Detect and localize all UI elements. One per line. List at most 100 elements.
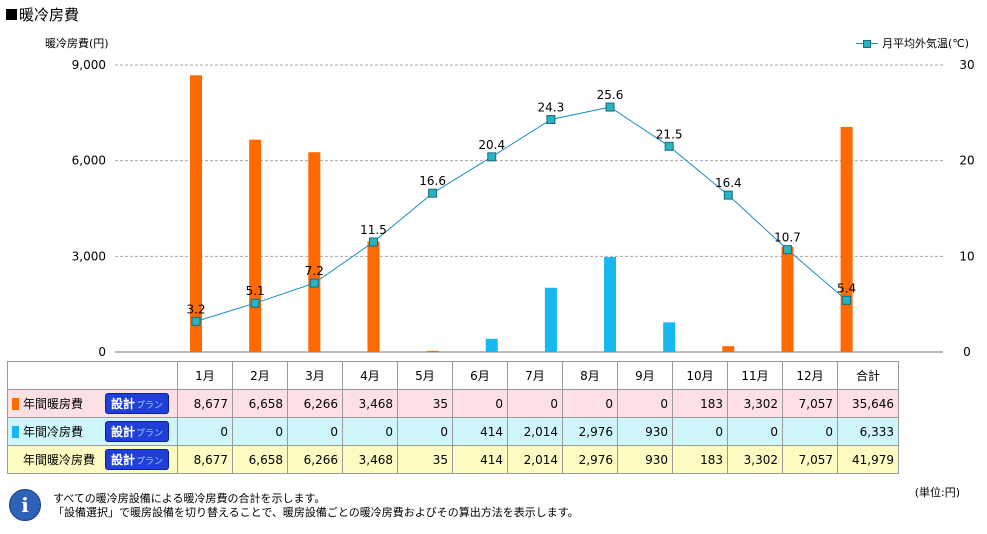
line-point bbox=[191, 316, 201, 326]
bar bbox=[663, 322, 676, 352]
table-cell: 3,302 bbox=[727, 389, 783, 418]
bar bbox=[604, 257, 617, 352]
cooling-color-marker-icon bbox=[12, 426, 19, 438]
y-axis-left-label: 暖冷房費(円) bbox=[45, 37, 109, 50]
table-cell: 2,014 bbox=[507, 445, 563, 474]
line-point bbox=[368, 237, 378, 247]
table-cell: 0 bbox=[562, 389, 618, 418]
table-cell: 414 bbox=[452, 445, 508, 474]
table-cell: 35 bbox=[397, 445, 453, 474]
table-cell: 6,658 bbox=[232, 445, 288, 474]
data-label: 21.5 bbox=[656, 127, 683, 141]
table-cell: 2,976 bbox=[562, 445, 618, 474]
table-cell: 0 bbox=[727, 417, 783, 446]
bar bbox=[367, 241, 380, 352]
table-header-cell: 7月 bbox=[507, 361, 563, 390]
series-line bbox=[195, 106, 847, 322]
table-cell-total: 35,646 bbox=[837, 389, 899, 418]
table-header-cell: 1月 bbox=[177, 361, 233, 390]
table-cell: 8,677 bbox=[177, 445, 233, 474]
table-cell: 0 bbox=[287, 417, 343, 446]
line-point bbox=[723, 190, 733, 200]
unit-note: (単位:円) bbox=[914, 486, 960, 499]
table-header-cell: 10月 bbox=[672, 361, 728, 390]
page-title: 暖冷房費 bbox=[6, 4, 79, 25]
table-cell: 6,266 bbox=[287, 389, 343, 418]
note-line-1: すべての暖冷房設備による暖冷房費の合計を示します。 bbox=[53, 492, 326, 505]
info-icon: i bbox=[9, 489, 41, 521]
table-cell: 3,468 bbox=[342, 445, 398, 474]
table-cell: 0 bbox=[782, 417, 838, 446]
table-cell: 0 bbox=[452, 389, 508, 418]
table-header-row: 1月 2月 3月 4月 5月 6月 7月 8月 9月 10月 11月 12月 合… bbox=[7, 361, 899, 390]
table-header-cell: 12月 bbox=[782, 361, 838, 390]
data-label: 10.7 bbox=[774, 231, 801, 245]
table-header-cell: 4月 bbox=[342, 361, 398, 390]
bar bbox=[485, 338, 498, 352]
table-cell: 0 bbox=[397, 417, 453, 446]
data-label: 16.4 bbox=[715, 176, 742, 190]
table-cell: 8,677 bbox=[177, 389, 233, 418]
data-label: 5.4 bbox=[837, 281, 856, 295]
bar bbox=[426, 350, 439, 352]
bar bbox=[840, 126, 853, 352]
table-cell: 2,976 bbox=[562, 417, 618, 446]
design-plan-button[interactable]: 設計プラン bbox=[105, 421, 170, 442]
table-cell: 930 bbox=[617, 417, 673, 446]
data-label: 7.2 bbox=[305, 264, 324, 278]
table-cell: 0 bbox=[342, 417, 398, 446]
data-label: 3.2 bbox=[186, 302, 205, 316]
data-label: 24.3 bbox=[538, 101, 565, 115]
table-cell: 183 bbox=[672, 389, 728, 418]
table-row-total: 年間暖冷房費 設計プラン 8,677 6,658 6,266 3,468 35 4… bbox=[7, 445, 899, 474]
table-cell: 3,302 bbox=[727, 445, 783, 474]
table-cell: 35 bbox=[397, 389, 453, 418]
bar bbox=[249, 139, 262, 352]
design-plan-button[interactable]: 設計プラン bbox=[105, 393, 170, 414]
bar bbox=[190, 75, 203, 352]
heating-color-marker-icon bbox=[12, 398, 19, 410]
design-plan-button[interactable]: 設計プラン bbox=[105, 449, 170, 470]
table-cell: 6,658 bbox=[232, 389, 288, 418]
page-title-text: 暖冷房費 bbox=[19, 6, 80, 24]
data-label: 5.1 bbox=[246, 284, 265, 298]
data-label: 11.5 bbox=[360, 223, 387, 237]
table-cell: 6,266 bbox=[287, 445, 343, 474]
y-right-tick-label: 10 bbox=[959, 249, 974, 263]
line-point bbox=[309, 278, 319, 288]
data-table: 1月 2月 3月 4月 5月 6月 7月 8月 9月 10月 11月 12月 合… bbox=[7, 361, 899, 474]
line-point bbox=[842, 295, 852, 305]
table-header-cell: 合計 bbox=[837, 361, 899, 390]
y-left-tick-label: 3,000 bbox=[72, 249, 106, 263]
table-header-blank bbox=[7, 361, 178, 390]
bar bbox=[308, 152, 321, 352]
y-left-tick-label: 6,000 bbox=[72, 154, 106, 168]
table-header-cell: 11月 bbox=[727, 361, 783, 390]
table-cell: 183 bbox=[672, 445, 728, 474]
table-header-cell: 9月 bbox=[617, 361, 673, 390]
row-label-heating: 年間暖房費 設計プラン bbox=[7, 389, 178, 418]
legend-line-marker-icon bbox=[856, 38, 879, 49]
y-right-tick-label: 0 bbox=[963, 345, 971, 359]
table-cell: 414 bbox=[452, 417, 508, 446]
y-left-tick-label: 9,000 bbox=[72, 58, 106, 72]
line-point bbox=[428, 188, 438, 198]
table-header-cell: 3月 bbox=[287, 361, 343, 390]
table-cell: 7,057 bbox=[782, 445, 838, 474]
bar bbox=[781, 246, 794, 352]
y-right-tick-label: 30 bbox=[959, 58, 974, 72]
title-square-icon bbox=[6, 9, 17, 20]
line-point bbox=[250, 298, 260, 308]
bar bbox=[544, 287, 557, 352]
row-label-total: 年間暖冷房費 設計プラン bbox=[7, 445, 178, 474]
bar bbox=[722, 346, 735, 352]
line-point bbox=[487, 152, 497, 162]
legend: 月平均外気温(℃) bbox=[856, 35, 969, 51]
table-cell: 7,057 bbox=[782, 389, 838, 418]
table-cell-total: 41,979 bbox=[837, 445, 899, 474]
table-header-cell: 2月 bbox=[232, 361, 288, 390]
data-label: 16.6 bbox=[419, 174, 446, 188]
table-cell: 0 bbox=[507, 389, 563, 418]
note-line-2: 「設備選択」で暖房設備を切り替えることで、暖房設備ごとの暖冷房費およびその算出方… bbox=[53, 506, 579, 519]
y-right-tick-label: 20 bbox=[959, 154, 974, 168]
